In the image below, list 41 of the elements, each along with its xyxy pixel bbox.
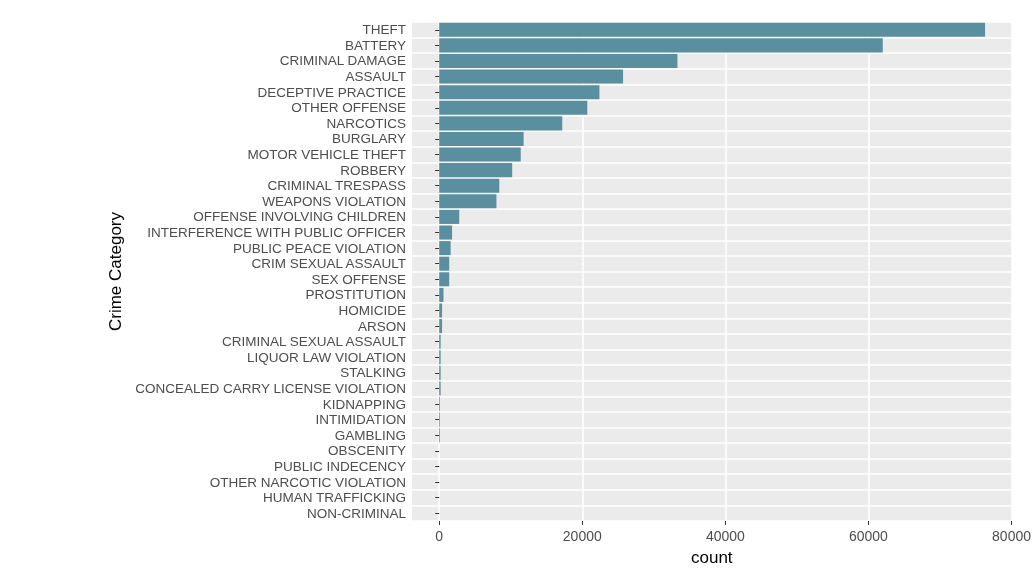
y-tick-label: HOMICIDE — [338, 302, 406, 318]
y-tick-label: OTHER NARCOTIC VIOLATION — [209, 474, 406, 490]
y-tick-label: STALKING — [340, 365, 406, 381]
y-tick-label: INTIMIDATION — [315, 412, 406, 428]
x-tick-label: 60000 — [848, 528, 889, 544]
y-tick-label: OFFENSE INVOLVING CHILDREN — [193, 209, 406, 225]
y-tick-label: INTERFERENCE WITH PUBLIC OFFICER — [147, 225, 407, 241]
y-tick-label: PUBLIC PEACE VIOLATION — [232, 240, 406, 256]
y-tick-label: GAMBLING — [334, 427, 406, 443]
y-tick-label: WEAPONS VIOLATION — [262, 193, 406, 209]
y-tick-label: BATTERY — [344, 37, 406, 53]
y-tick-label: HUMAN TRAFFICKING — [262, 490, 406, 506]
bar — [439, 53, 678, 68]
y-tick-label: NON-CRIMINAL — [306, 505, 407, 521]
x-tick-label: 40000 — [705, 528, 746, 544]
y-tick-label: PUBLIC INDECENCY — [273, 458, 406, 474]
y-tick-label: MOTOR VEHICLE THEFT — [247, 147, 406, 163]
y-tick-label: CRIMINAL DAMAGE — [279, 53, 406, 69]
x-tick-label: 80000 — [992, 528, 1032, 544]
y-tick-label: ASSAULT — [345, 69, 406, 85]
y-tick-label: LIQUOR LAW VIOLATION — [246, 349, 406, 365]
y-tick-label: THEFT — [362, 22, 406, 38]
y-tick-label: CRIMINAL SEXUAL ASSAULT — [221, 334, 406, 350]
y-tick-label: ROBBERY — [340, 162, 406, 178]
y-axis-title: Crime Category — [106, 211, 126, 332]
x-axis-title: count — [690, 548, 733, 567]
y-tick-label: SEX OFFENSE — [311, 271, 406, 287]
x-tick-label: 0 — [435, 528, 444, 544]
y-tick-label: CONCEALED CARRY LICENSE VIOLATION — [135, 380, 406, 396]
bar — [439, 131, 524, 146]
y-tick-label: KIDNAPPING — [322, 396, 406, 412]
y-tick-label: CRIMINAL TRESPASS — [267, 178, 406, 194]
y-tick-label: ARSON — [357, 318, 406, 334]
y-tick-label: PROSTITUTION — [305, 287, 406, 303]
y-tick-label: NARCOTICS — [326, 115, 406, 131]
y-tick-label: CRIM SEXUAL ASSAULT — [251, 256, 406, 272]
y-tick-label: DECEPTIVE PRACTICE — [257, 84, 406, 100]
y-tick-label: BURGLARY — [331, 131, 406, 147]
x-tick-label: 20000 — [562, 528, 602, 544]
y-tick-label: OTHER OFFENSE — [291, 100, 406, 116]
y-tick-label: OBSCENITY — [327, 443, 406, 459]
